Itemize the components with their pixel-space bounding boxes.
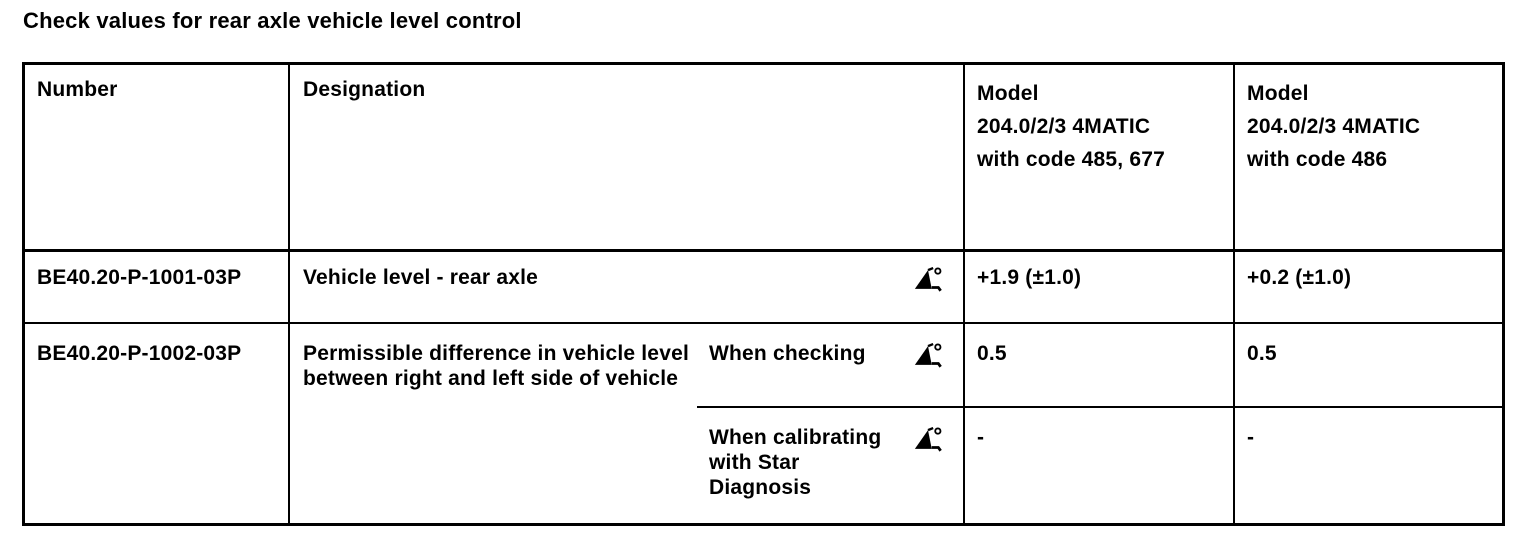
- col-header-number: Number: [25, 65, 290, 252]
- value-cell: 0.5: [965, 324, 1235, 408]
- angle-degree-icon: [914, 267, 942, 292]
- row-number: BE40.20-P-1002-03P: [25, 324, 290, 523]
- condition-cell: When calibrating with Star Diagnosis: [697, 408, 965, 523]
- page-title: Check values for rear axle vehicle level…: [23, 8, 522, 33]
- value-cell: +0.2 (±1.0): [1235, 252, 1502, 324]
- value-cell: -: [965, 408, 1235, 523]
- condition-text: When checking: [709, 342, 866, 365]
- designation-text: Vehicle level - rear axle: [303, 266, 538, 289]
- condition-text: When calibrating with Star Diagnosis: [709, 426, 882, 499]
- angle-degree-icon: [914, 427, 942, 452]
- condition-cell: When checking: [697, 324, 965, 408]
- value-cell: 0.5: [1235, 324, 1502, 408]
- value-cell: +1.9 (±1.0): [965, 252, 1235, 324]
- col-header-model-b: Model 204.0/2/3 4MATIC with code 486: [1235, 65, 1502, 252]
- angle-degree-icon: [914, 343, 942, 368]
- designation-cell: Permissible difference in vehicle level …: [303, 342, 689, 390]
- designation-cell: Vehicle level - rear axle: [290, 252, 965, 324]
- col-header-model-a: Model 204.0/2/3 4MATIC with code 485, 67…: [965, 65, 1235, 252]
- check-values-table: Number Designation Model 204.0/2/3 4MATI…: [22, 62, 1505, 526]
- col-header-designation: Designation: [290, 65, 965, 252]
- value-cell: -: [1247, 426, 1255, 449]
- row-number: BE40.20-P-1001-03P: [25, 252, 290, 324]
